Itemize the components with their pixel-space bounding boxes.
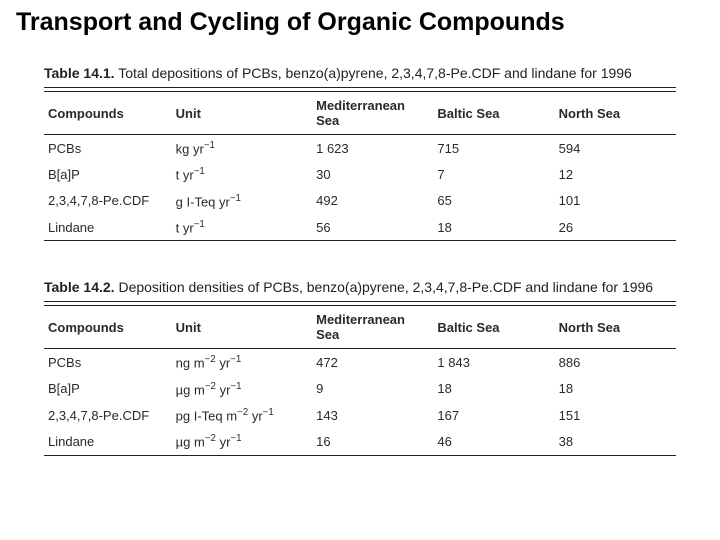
table-1-header: Unit — [172, 92, 312, 135]
value-cell: 46 — [433, 428, 554, 455]
table-2-header: North Sea — [555, 306, 676, 349]
value-cell: 26 — [555, 214, 676, 241]
value-cell: 65 — [433, 188, 554, 214]
value-cell: 151 — [555, 402, 676, 428]
compound-cell: Lindane — [44, 214, 172, 241]
value-cell: 30 — [312, 161, 433, 187]
table-row: 2,3,4,7,8-Pe.CDFpg I-Teq m−2 yr−11431671… — [44, 402, 676, 428]
table-1-header: Baltic Sea — [433, 92, 554, 135]
table-1-header: Compounds — [44, 92, 172, 135]
page-title: Transport and Cycling of Organic Compoun… — [16, 8, 704, 37]
value-cell: 886 — [555, 349, 676, 376]
unit-cell: g I-Teq yr−1 — [172, 188, 312, 214]
unit-cell: t yr−1 — [172, 161, 312, 187]
table-2-caption-text: Deposition densities of PCBs, benzo(a)py… — [115, 279, 654, 295]
table-2-header: Unit — [172, 306, 312, 349]
table-1: Compounds Unit Mediterranean Sea Baltic … — [44, 87, 676, 251]
value-cell: 18 — [555, 376, 676, 402]
compound-cell: B[a]P — [44, 161, 172, 187]
unit-cell: ng m−2 yr−1 — [172, 349, 312, 376]
table-2: Compounds Unit Mediterranean Sea Baltic … — [44, 301, 676, 465]
table-2-body: PCBsng m−2 yr−14721 843886B[a]Pµg m−2 yr… — [44, 349, 676, 466]
value-cell: 38 — [555, 428, 676, 455]
table-row: PCBsng m−2 yr−14721 843886 — [44, 349, 676, 376]
table-1-block: Table 14.1. Total depositions of PCBs, b… — [44, 65, 676, 251]
compound-cell: 2,3,4,7,8-Pe.CDF — [44, 188, 172, 214]
table-row: PCBskg yr−11 623715594 — [44, 135, 676, 162]
value-cell: 18 — [433, 214, 554, 241]
table-row: B[a]Pt yr−130712 — [44, 161, 676, 187]
value-cell: 9 — [312, 376, 433, 402]
value-cell: 18 — [433, 376, 554, 402]
value-cell: 143 — [312, 402, 433, 428]
compound-cell: B[a]P — [44, 376, 172, 402]
compound-cell: Lindane — [44, 428, 172, 455]
table-1-caption-label: Table 14.1. — [44, 65, 115, 81]
value-cell: 1 843 — [433, 349, 554, 376]
table-1-caption-text: Total depositions of PCBs, benzo(a)pyren… — [115, 65, 632, 81]
value-cell: 56 — [312, 214, 433, 241]
unit-cell: µg m−2 yr−1 — [172, 376, 312, 402]
table-2-caption: Table 14.2. Deposition densities of PCBs… — [44, 279, 676, 295]
value-cell: 1 623 — [312, 135, 433, 162]
table-row: Lindanet yr−1561826 — [44, 214, 676, 241]
table-row: 2,3,4,7,8-Pe.CDFg I-Teq yr−149265101 — [44, 188, 676, 214]
compound-cell: 2,3,4,7,8-Pe.CDF — [44, 402, 172, 428]
table-1-caption: Table 14.1. Total depositions of PCBs, b… — [44, 65, 676, 81]
unit-cell: kg yr−1 — [172, 135, 312, 162]
unit-cell: t yr−1 — [172, 214, 312, 241]
table-row: B[a]Pµg m−2 yr−191818 — [44, 376, 676, 402]
value-cell: 492 — [312, 188, 433, 214]
value-cell: 167 — [433, 402, 554, 428]
table-2-header: Mediterranean Sea — [312, 306, 433, 349]
value-cell: 12 — [555, 161, 676, 187]
table-2-header: Baltic Sea — [433, 306, 554, 349]
value-cell: 101 — [555, 188, 676, 214]
value-cell: 7 — [433, 161, 554, 187]
table-row: Lindaneµg m−2 yr−1164638 — [44, 428, 676, 455]
compound-cell: PCBs — [44, 349, 172, 376]
value-cell: 472 — [312, 349, 433, 376]
unit-cell: pg I-Teq m−2 yr−1 — [172, 402, 312, 428]
table-2-header: Compounds — [44, 306, 172, 349]
unit-cell: µg m−2 yr−1 — [172, 428, 312, 455]
value-cell: 715 — [433, 135, 554, 162]
table-1-header: Mediterranean Sea — [312, 92, 433, 135]
table-2-caption-label: Table 14.2. — [44, 279, 115, 295]
value-cell: 594 — [555, 135, 676, 162]
table-2-block: Table 14.2. Deposition densities of PCBs… — [44, 279, 676, 465]
table-1-header: North Sea — [555, 92, 676, 135]
table-1-body: PCBskg yr−11 623715594B[a]Pt yr−1307122,… — [44, 135, 676, 252]
compound-cell: PCBs — [44, 135, 172, 162]
value-cell: 16 — [312, 428, 433, 455]
